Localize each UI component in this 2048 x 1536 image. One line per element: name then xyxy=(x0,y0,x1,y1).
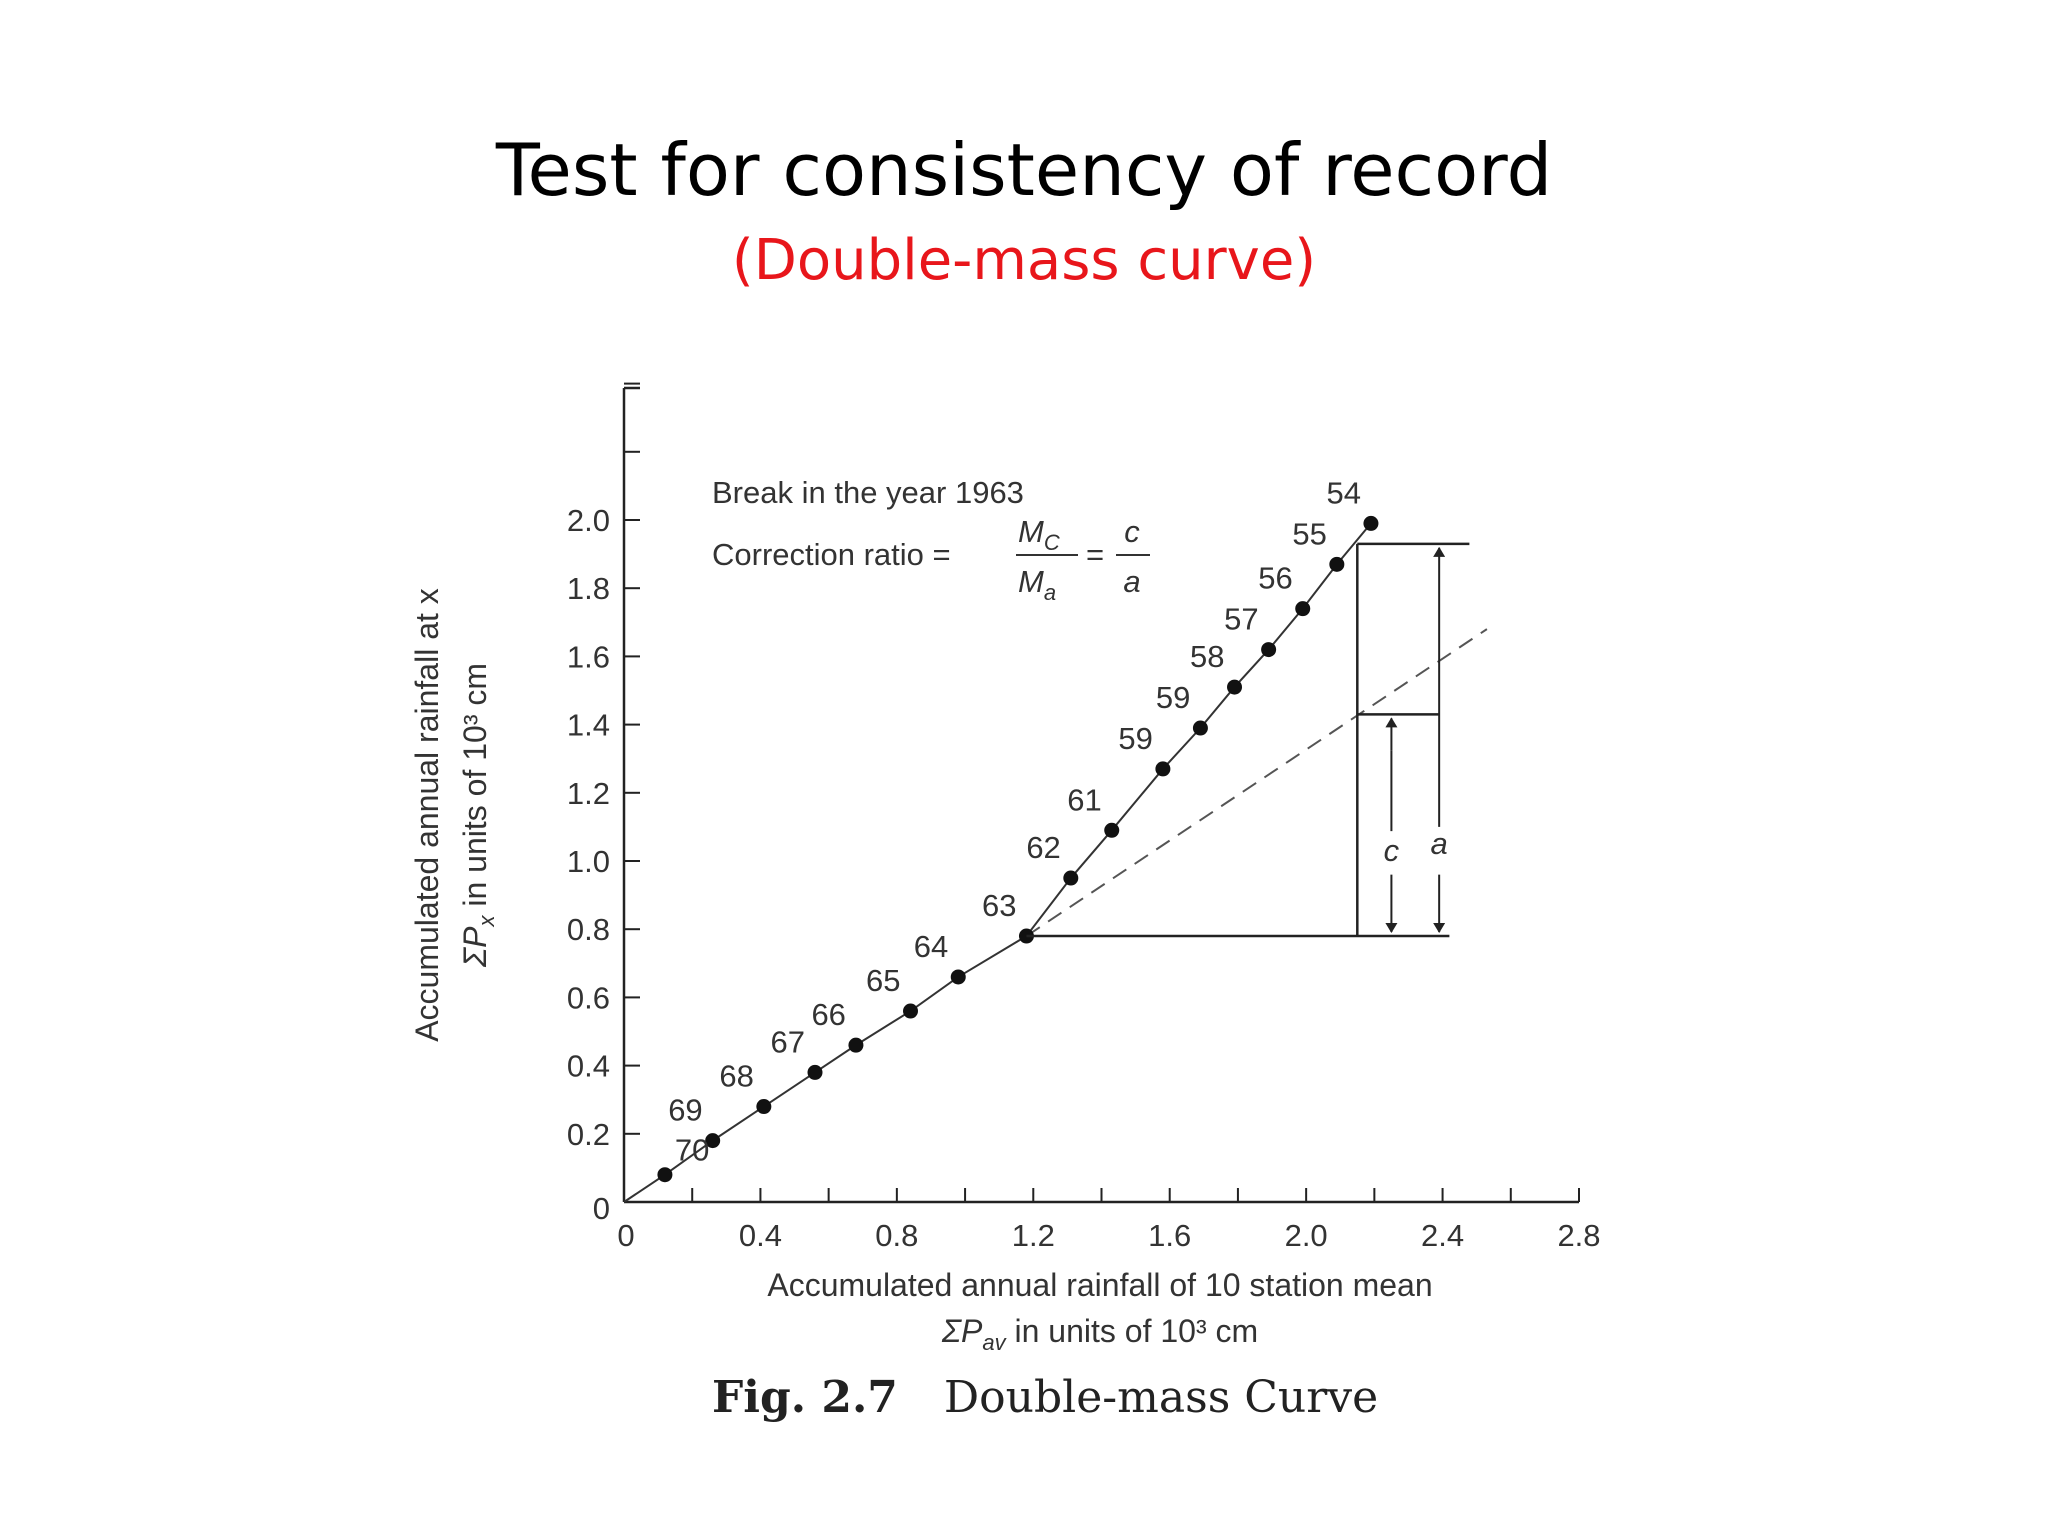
point-label: 56 xyxy=(1258,561,1292,596)
c-over-a-denominator: a xyxy=(1123,564,1140,599)
x-axis-title: Accumulated annual rainfall of 10 statio… xyxy=(767,1267,1432,1303)
point-label: 66 xyxy=(811,997,845,1032)
x-tick-label: 1.6 xyxy=(1148,1218,1191,1253)
point-label: 57 xyxy=(1224,602,1258,637)
correction-ratio-label: Correction ratio = xyxy=(712,537,951,572)
x-tick-label: 2.0 xyxy=(1285,1218,1328,1253)
series-line xyxy=(623,522,1372,1203)
y-tick-label: 1.4 xyxy=(567,708,610,743)
y-tick-label: 1.8 xyxy=(567,571,610,606)
slide-title: Test for consistency of record xyxy=(495,128,1553,212)
y-tick-label: 0 xyxy=(593,1191,610,1226)
ma-symbol: Ma xyxy=(1018,564,1056,605)
point-label: 68 xyxy=(719,1059,753,1094)
data-point xyxy=(705,1133,721,1149)
data-point xyxy=(903,1003,918,1019)
data-point xyxy=(1261,642,1277,658)
slide-subtitle: (Double-mass curve) xyxy=(731,228,1317,293)
figure-number: Fig. 2.7 xyxy=(712,1372,898,1423)
data-lines xyxy=(623,522,1488,1203)
y-tick-label: 0.6 xyxy=(567,980,610,1015)
point-label: 67 xyxy=(771,1024,805,1059)
y-tick-label: 0.2 xyxy=(567,1117,610,1152)
x-tick-label: 0.4 xyxy=(739,1218,782,1253)
equals-sign: = xyxy=(1086,537,1104,572)
data-point xyxy=(1063,870,1079,886)
data-point xyxy=(756,1099,772,1115)
point-label: 61 xyxy=(1067,782,1101,817)
y-axis-ticks: 0 0.2 0.4 0.6 0.8 1.0 1.2 1.4 1.6 1.8 2.0 xyxy=(567,382,640,1226)
point-label: 58 xyxy=(1190,639,1224,674)
x-tick-label: 1.2 xyxy=(1012,1218,1055,1253)
y-tick-label: 0.8 xyxy=(567,912,610,947)
y-axis-title-line2: ΣPx in units of 10³ cm xyxy=(457,663,499,968)
mc-symbol: MC xyxy=(1018,514,1060,555)
data-point xyxy=(1227,679,1243,695)
data-point xyxy=(1295,601,1311,617)
x-tick-label: 0 xyxy=(617,1218,634,1253)
c-over-a-numerator: c xyxy=(1124,514,1140,549)
data-point xyxy=(807,1064,823,1080)
data-points xyxy=(657,515,1379,1183)
y-tick-label: 1.2 xyxy=(567,776,610,811)
point-label: 70 xyxy=(675,1133,709,1168)
data-point xyxy=(657,1167,673,1183)
point-label: 64 xyxy=(914,929,948,964)
x-axis-ticks: 0 0.4 0.8 1.2 1.6 2.0 2.4 2.8 xyxy=(617,1188,1601,1253)
dashed-extension-line xyxy=(1025,628,1488,937)
break-annotation: Break in the year 1963 xyxy=(712,475,1024,510)
point-label: 65 xyxy=(866,963,900,998)
data-point xyxy=(1155,761,1171,777)
point-label: 63 xyxy=(982,888,1016,923)
data-point xyxy=(1192,720,1208,736)
data-point xyxy=(1104,822,1120,838)
data-point xyxy=(1363,515,1379,531)
data-point xyxy=(1329,556,1345,572)
point-label: 62 xyxy=(1026,830,1060,865)
x-tick-label: 2.8 xyxy=(1557,1218,1600,1253)
data-point xyxy=(848,1037,864,1053)
y-tick-label: 0.4 xyxy=(567,1049,610,1084)
point-label: 54 xyxy=(1326,475,1360,510)
x-tick-label: 2.4 xyxy=(1421,1218,1464,1253)
point-label: 55 xyxy=(1292,516,1326,551)
c-label: c xyxy=(1384,833,1400,868)
y-tick-label: 1.6 xyxy=(567,639,610,674)
x-tick-label: 0.8 xyxy=(875,1218,918,1253)
point-label: 59 xyxy=(1118,721,1152,756)
point-label: 59 xyxy=(1156,680,1190,715)
point-label: 69 xyxy=(668,1093,702,1128)
a-label: a xyxy=(1431,826,1448,861)
x-axis-title-line2: ΣPav in units of 10³ cm xyxy=(941,1313,1258,1355)
y-tick-label: 2.0 xyxy=(567,503,610,538)
y-axis-title: Accumulated annual rainfall at x xyxy=(409,588,445,1042)
data-point xyxy=(950,969,966,985)
figure-title: Double-mass Curve xyxy=(943,1372,1379,1423)
y-tick-label: 1.0 xyxy=(567,844,610,879)
figure-caption: Fig. 2.7 Double-mass Curve xyxy=(712,1372,1378,1423)
